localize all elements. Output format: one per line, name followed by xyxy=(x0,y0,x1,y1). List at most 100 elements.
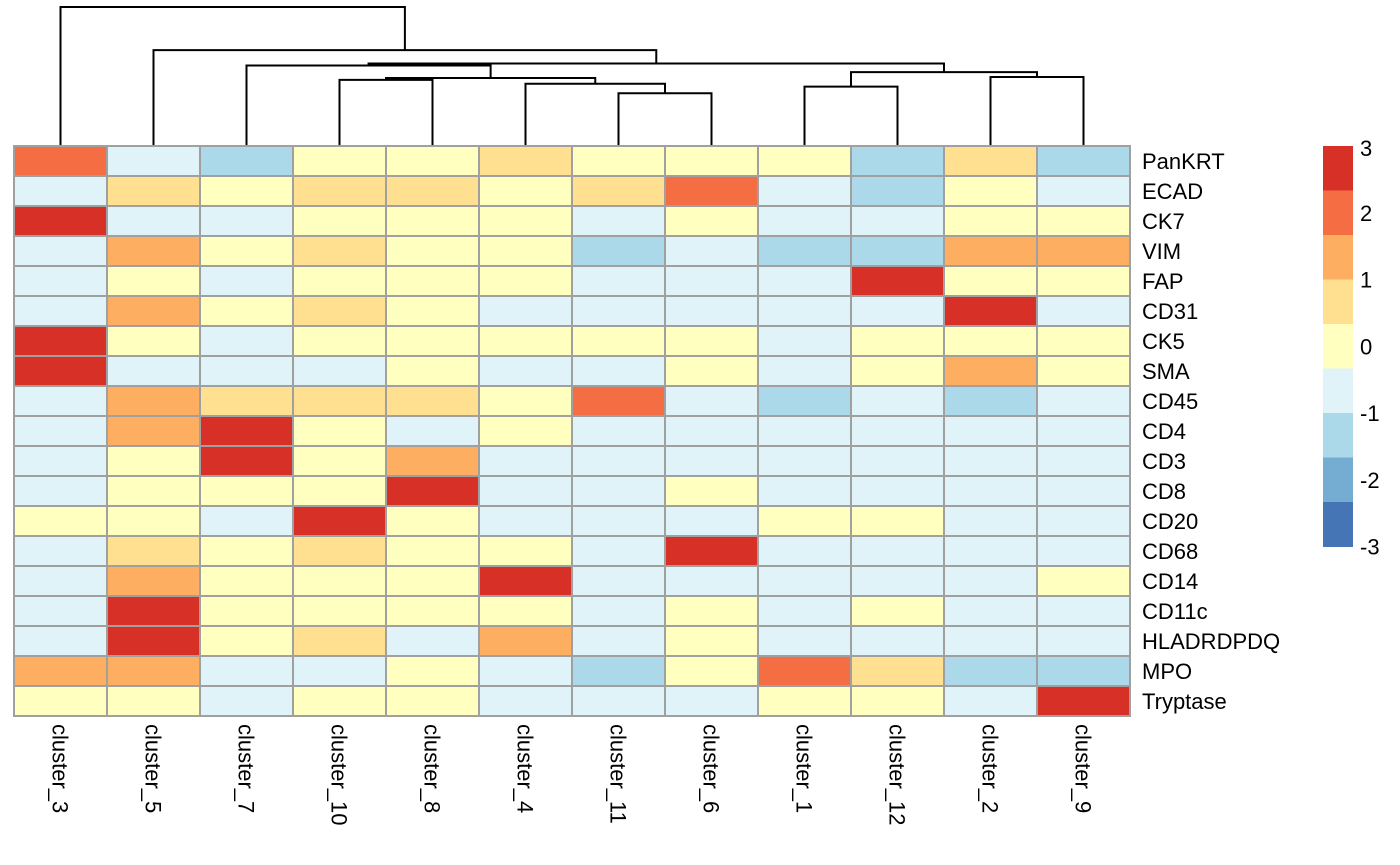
heatmap-cell xyxy=(199,265,294,297)
heatmap-cell xyxy=(292,385,387,417)
row-label: CD4 xyxy=(1142,419,1186,444)
heatmap-cell xyxy=(850,595,945,627)
heatmap-cell xyxy=(664,685,759,717)
heatmap-cell xyxy=(106,145,201,177)
heatmap-cell xyxy=(943,235,1038,267)
heatmap-cell xyxy=(13,385,108,417)
heatmap-cell xyxy=(385,235,480,267)
heatmap-cell xyxy=(757,145,852,177)
heatmap-cell xyxy=(13,445,108,477)
heatmap-cell xyxy=(292,145,387,177)
heatmap-cell xyxy=(1036,655,1131,687)
column-label: cluster_8 xyxy=(420,724,445,813)
heatmap-cell xyxy=(664,565,759,597)
heatmap-cell xyxy=(385,205,480,237)
heatmap-cell xyxy=(292,325,387,357)
legend-swatch xyxy=(1323,413,1353,458)
heatmap-cell xyxy=(1036,535,1131,567)
heatmap-cell xyxy=(13,595,108,627)
heatmap-cell xyxy=(1036,625,1131,657)
row-label: SMA xyxy=(1142,359,1190,384)
heatmap-cell xyxy=(943,265,1038,297)
heatmap-cell xyxy=(943,535,1038,567)
heatmap-cell xyxy=(757,175,852,207)
heatmap-cell xyxy=(943,655,1038,687)
heatmap-cell xyxy=(1036,205,1131,237)
heatmap-cell xyxy=(106,385,201,417)
heatmap-cell xyxy=(571,685,666,717)
legend-swatch xyxy=(1323,324,1353,369)
heatmap-cell xyxy=(757,595,852,627)
row-label: CD8 xyxy=(1142,479,1186,504)
heatmap-cell xyxy=(664,385,759,417)
heatmap-cell xyxy=(943,145,1038,177)
heatmap-cell xyxy=(757,505,852,537)
heatmap-cell xyxy=(13,415,108,447)
heatmap-cell xyxy=(199,415,294,447)
heatmap-cell xyxy=(292,295,387,327)
heatmap-cell xyxy=(385,385,480,417)
heatmap-cell xyxy=(1036,475,1131,507)
heatmap-cell xyxy=(385,325,480,357)
heatmap-cell xyxy=(664,325,759,357)
heatmap-cell xyxy=(850,295,945,327)
heatmap-cell xyxy=(199,145,294,177)
heatmap-cell xyxy=(199,475,294,507)
heatmap-cell xyxy=(478,385,573,417)
heatmap-cell xyxy=(13,565,108,597)
heatmap-cell xyxy=(106,475,201,507)
legend-swatch xyxy=(1323,146,1353,191)
heatmap-cell xyxy=(199,595,294,627)
heatmap-cell xyxy=(571,325,666,357)
heatmap-cell xyxy=(106,205,201,237)
heatmap-cell xyxy=(757,445,852,477)
column-label: cluster_3 xyxy=(48,724,73,813)
heatmap-cell xyxy=(943,625,1038,657)
heatmap-cell xyxy=(199,445,294,477)
legend-swatch xyxy=(1323,457,1353,503)
heatmap-cell xyxy=(478,235,573,267)
row-label: CK5 xyxy=(1142,329,1185,354)
heatmap-cell xyxy=(292,175,387,207)
heatmap-cell xyxy=(943,505,1038,537)
heatmap-cell xyxy=(199,655,294,687)
heatmap-cell xyxy=(943,565,1038,597)
heatmap-cell xyxy=(13,655,108,687)
heatmap-cell xyxy=(106,175,201,207)
heatmap-cell xyxy=(1036,445,1131,477)
heatmap-cell xyxy=(292,415,387,447)
heatmap-cell xyxy=(571,565,666,597)
legend-swatch xyxy=(1323,502,1353,547)
heatmap-cell xyxy=(943,325,1038,357)
heatmap-cell xyxy=(13,175,108,207)
heatmap-cell xyxy=(478,565,573,597)
heatmap-cell xyxy=(385,175,480,207)
row-label: CD3 xyxy=(1142,449,1186,474)
heatmap-cell xyxy=(385,355,480,387)
heatmap-cell xyxy=(664,175,759,207)
column-label: cluster_7 xyxy=(234,724,259,813)
heatmap-cell xyxy=(478,415,573,447)
column-label: cluster_12 xyxy=(885,724,910,826)
heatmap-cell xyxy=(943,175,1038,207)
heatmap-cell xyxy=(13,625,108,657)
heatmap-cell xyxy=(199,385,294,417)
heatmap-cell xyxy=(106,355,201,387)
heatmap-cell xyxy=(943,595,1038,627)
heatmap-cell xyxy=(757,235,852,267)
heatmap-cell xyxy=(385,415,480,447)
heatmap-cell xyxy=(664,655,759,687)
heatmap-cell xyxy=(664,595,759,627)
heatmap-cell xyxy=(943,685,1038,717)
dendrogram-branch xyxy=(989,75,1085,146)
heatmap-cell xyxy=(757,415,852,447)
heatmap-cell xyxy=(1036,235,1131,267)
column-label: cluster_6 xyxy=(699,724,724,813)
dendrogram-branch xyxy=(803,85,899,146)
column-label: cluster_4 xyxy=(513,724,538,813)
heatmap-cell xyxy=(106,625,201,657)
heatmap-cell xyxy=(850,655,945,687)
heatmap-cell xyxy=(850,475,945,507)
legend-tick-label: -2 xyxy=(1360,468,1380,493)
heatmap-cell xyxy=(757,535,852,567)
